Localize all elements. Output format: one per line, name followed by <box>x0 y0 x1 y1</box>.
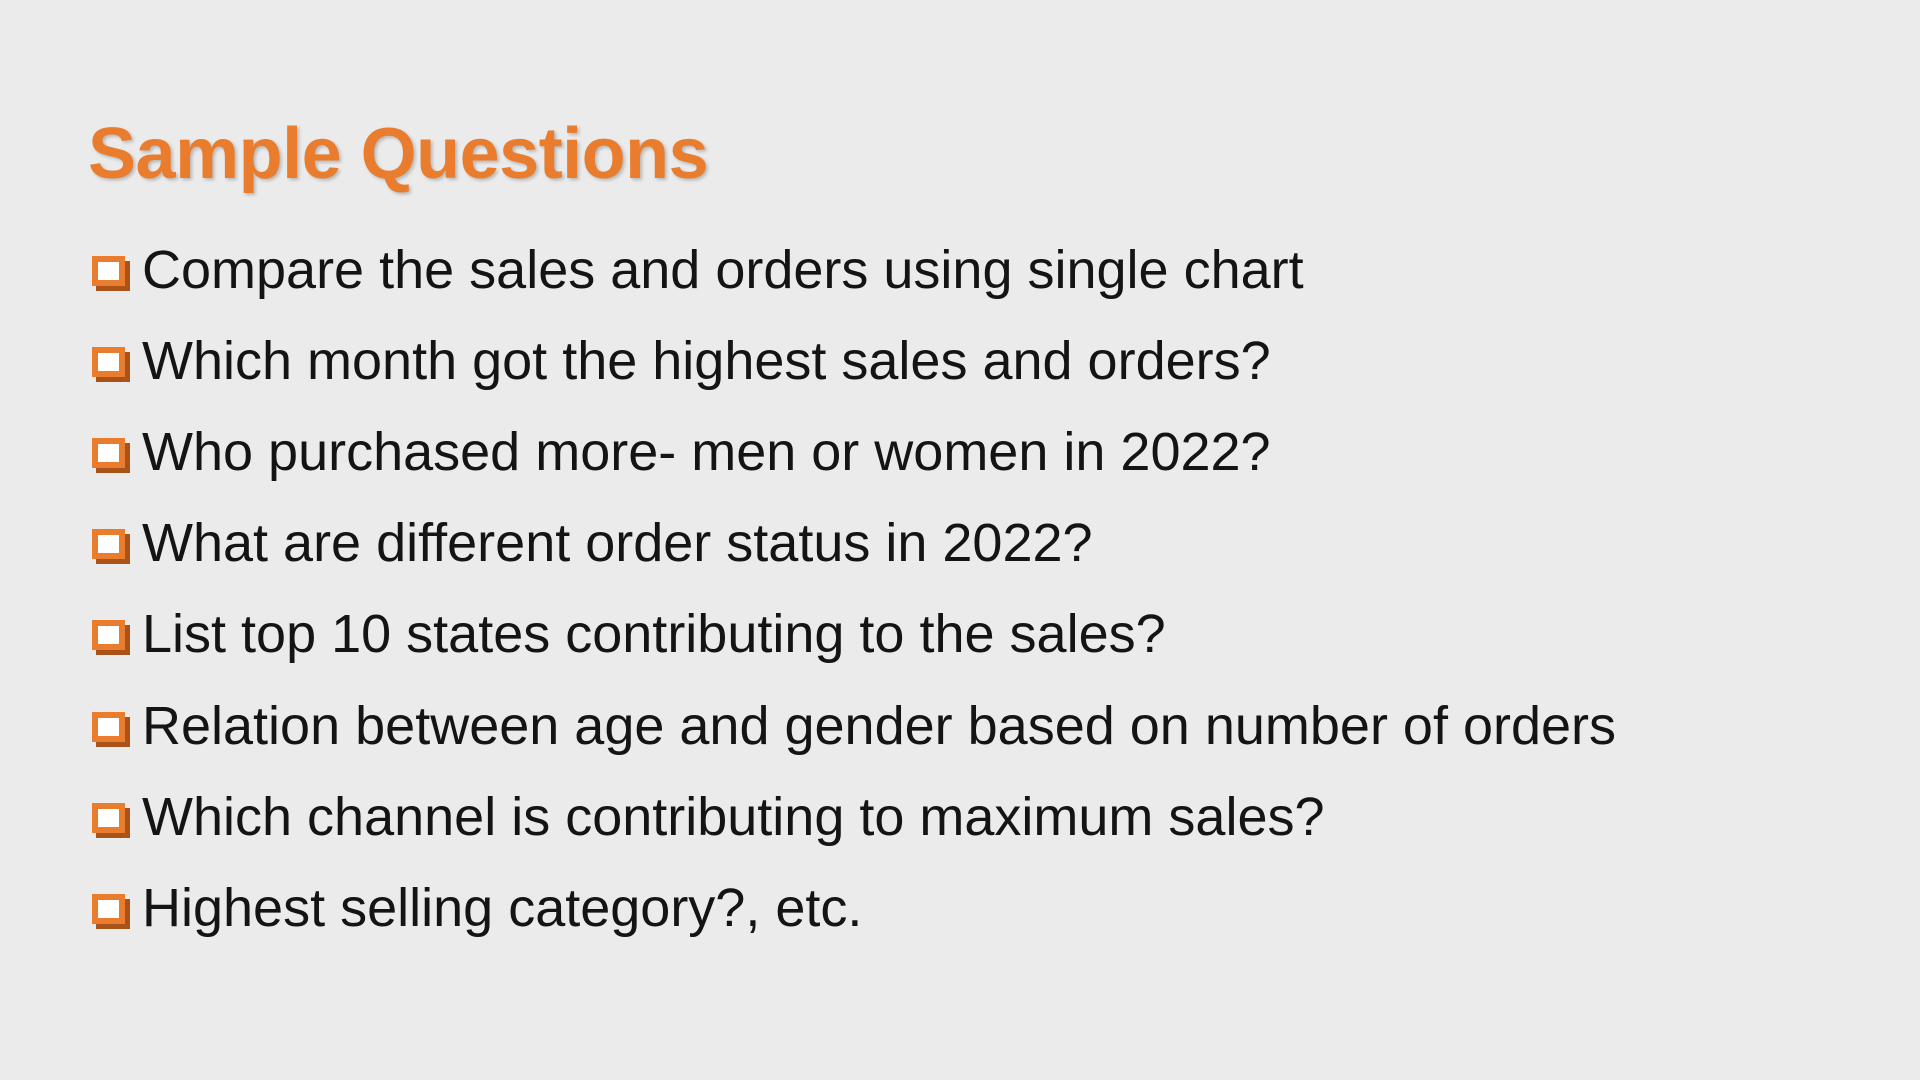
list-item-text: Which month got the highest sales and or… <box>142 330 1271 391</box>
list-item-text: Compare the sales and orders using singl… <box>142 239 1304 300</box>
list-item: Which month got the highest sales and or… <box>90 315 1616 406</box>
list-item-text: Which channel is contributing to maximum… <box>142 786 1325 847</box>
question-list: Compare the sales and orders using singl… <box>90 224 1616 954</box>
checkbox-square-icon <box>90 609 132 659</box>
list-item-text: What are different order status in 2022? <box>142 513 1093 574</box>
checkbox-square-icon <box>90 245 132 295</box>
list-item-text: Relation between age and gender based on… <box>142 695 1617 756</box>
list-item-text: Who purchased more- men or women in 2022… <box>142 421 1271 482</box>
checkbox-square-icon <box>90 427 132 477</box>
list-item: Highest selling category?, etc. <box>90 862 1616 953</box>
checkbox-square-icon <box>90 701 132 751</box>
slide-title: Sample Questions <box>88 114 709 194</box>
checkbox-square-icon <box>90 792 132 842</box>
list-item: What are different order status in 2022? <box>90 498 1616 589</box>
list-item: Who purchased more- men or women in 2022… <box>90 406 1616 497</box>
list-item: Which channel is contributing to maximum… <box>90 771 1616 862</box>
list-item-text: Highest selling category?, etc. <box>142 877 863 938</box>
list-item: Compare the sales and orders using singl… <box>90 224 1616 315</box>
list-item-text: List top 10 states contributing to the s… <box>142 604 1166 665</box>
checkbox-square-icon <box>90 518 132 568</box>
list-item: Relation between age and gender based on… <box>90 680 1616 771</box>
list-item: List top 10 states contributing to the s… <box>90 589 1616 680</box>
checkbox-square-icon <box>90 336 132 386</box>
checkbox-square-icon <box>90 883 132 933</box>
